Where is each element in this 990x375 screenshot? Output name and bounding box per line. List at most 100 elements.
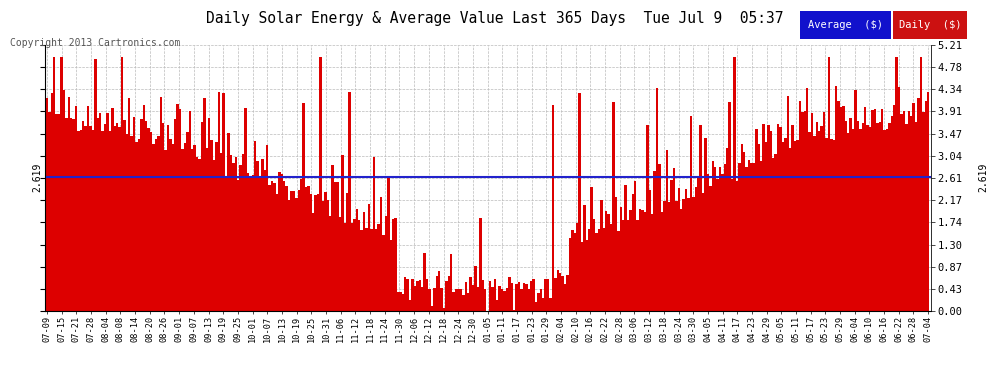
Bar: [883, 130, 886, 311]
Bar: [290, 191, 293, 311]
Bar: [484, 290, 486, 311]
Bar: [404, 277, 407, 311]
Bar: [138, 139, 141, 311]
Bar: [181, 149, 184, 311]
Bar: [603, 228, 605, 311]
Bar: [774, 153, 777, 311]
Bar: [714, 167, 717, 311]
Bar: [554, 278, 556, 311]
Bar: [387, 176, 389, 311]
Bar: [546, 279, 549, 311]
Bar: [385, 216, 387, 311]
Bar: [610, 224, 612, 311]
Bar: [201, 122, 203, 311]
Bar: [712, 161, 714, 311]
Bar: [283, 181, 285, 311]
Bar: [752, 163, 755, 311]
Bar: [874, 110, 876, 311]
Bar: [346, 193, 348, 311]
Bar: [622, 220, 625, 311]
Bar: [429, 289, 431, 311]
Bar: [179, 109, 181, 311]
Bar: [271, 181, 273, 311]
Bar: [237, 180, 240, 311]
Bar: [302, 103, 305, 311]
Bar: [634, 181, 637, 311]
Bar: [273, 183, 276, 311]
Bar: [891, 116, 893, 311]
Bar: [595, 233, 598, 311]
Bar: [360, 230, 363, 311]
Bar: [358, 220, 360, 311]
Bar: [57, 114, 60, 311]
Bar: [598, 229, 600, 311]
Bar: [363, 212, 365, 311]
Bar: [324, 192, 327, 311]
Bar: [625, 185, 627, 311]
Bar: [65, 118, 67, 311]
Bar: [136, 142, 138, 311]
Bar: [348, 92, 350, 311]
Bar: [871, 110, 874, 311]
Bar: [87, 106, 89, 311]
Bar: [881, 109, 883, 311]
Bar: [508, 277, 511, 311]
Bar: [655, 88, 658, 311]
Bar: [424, 254, 426, 311]
Bar: [593, 219, 595, 311]
Bar: [779, 128, 782, 311]
Bar: [50, 93, 53, 311]
Bar: [905, 124, 908, 311]
Bar: [70, 118, 72, 311]
Bar: [133, 117, 136, 311]
Bar: [372, 157, 375, 311]
Bar: [717, 179, 719, 311]
Bar: [533, 279, 535, 311]
Bar: [859, 129, 861, 311]
Bar: [692, 198, 695, 311]
Bar: [261, 159, 263, 311]
Bar: [658, 164, 660, 311]
Bar: [162, 123, 164, 311]
Bar: [467, 293, 469, 311]
Bar: [734, 57, 736, 311]
Bar: [62, 90, 65, 311]
Bar: [171, 144, 174, 311]
Bar: [101, 131, 104, 311]
Bar: [823, 112, 826, 311]
Bar: [617, 231, 620, 311]
Bar: [353, 219, 355, 311]
Bar: [339, 217, 342, 311]
Bar: [675, 201, 677, 311]
Bar: [729, 102, 731, 311]
Bar: [760, 161, 762, 311]
Bar: [568, 238, 571, 311]
Bar: [903, 111, 905, 311]
Bar: [268, 185, 271, 311]
Bar: [685, 189, 687, 311]
Bar: [399, 292, 402, 311]
Bar: [82, 121, 84, 311]
Bar: [525, 284, 528, 311]
Bar: [55, 114, 57, 311]
Bar: [513, 310, 516, 311]
Bar: [254, 141, 256, 311]
Bar: [211, 141, 213, 311]
Bar: [724, 164, 726, 311]
Bar: [344, 223, 346, 311]
Bar: [549, 298, 551, 311]
Bar: [75, 106, 77, 311]
Bar: [426, 279, 429, 311]
Bar: [169, 139, 171, 311]
Bar: [245, 108, 247, 311]
Bar: [922, 112, 925, 311]
Bar: [377, 224, 380, 311]
Bar: [663, 201, 665, 311]
Bar: [670, 180, 673, 311]
Bar: [590, 187, 593, 311]
Bar: [106, 113, 109, 311]
Bar: [402, 294, 404, 311]
Bar: [695, 187, 697, 311]
Bar: [833, 140, 835, 311]
Bar: [583, 205, 586, 311]
